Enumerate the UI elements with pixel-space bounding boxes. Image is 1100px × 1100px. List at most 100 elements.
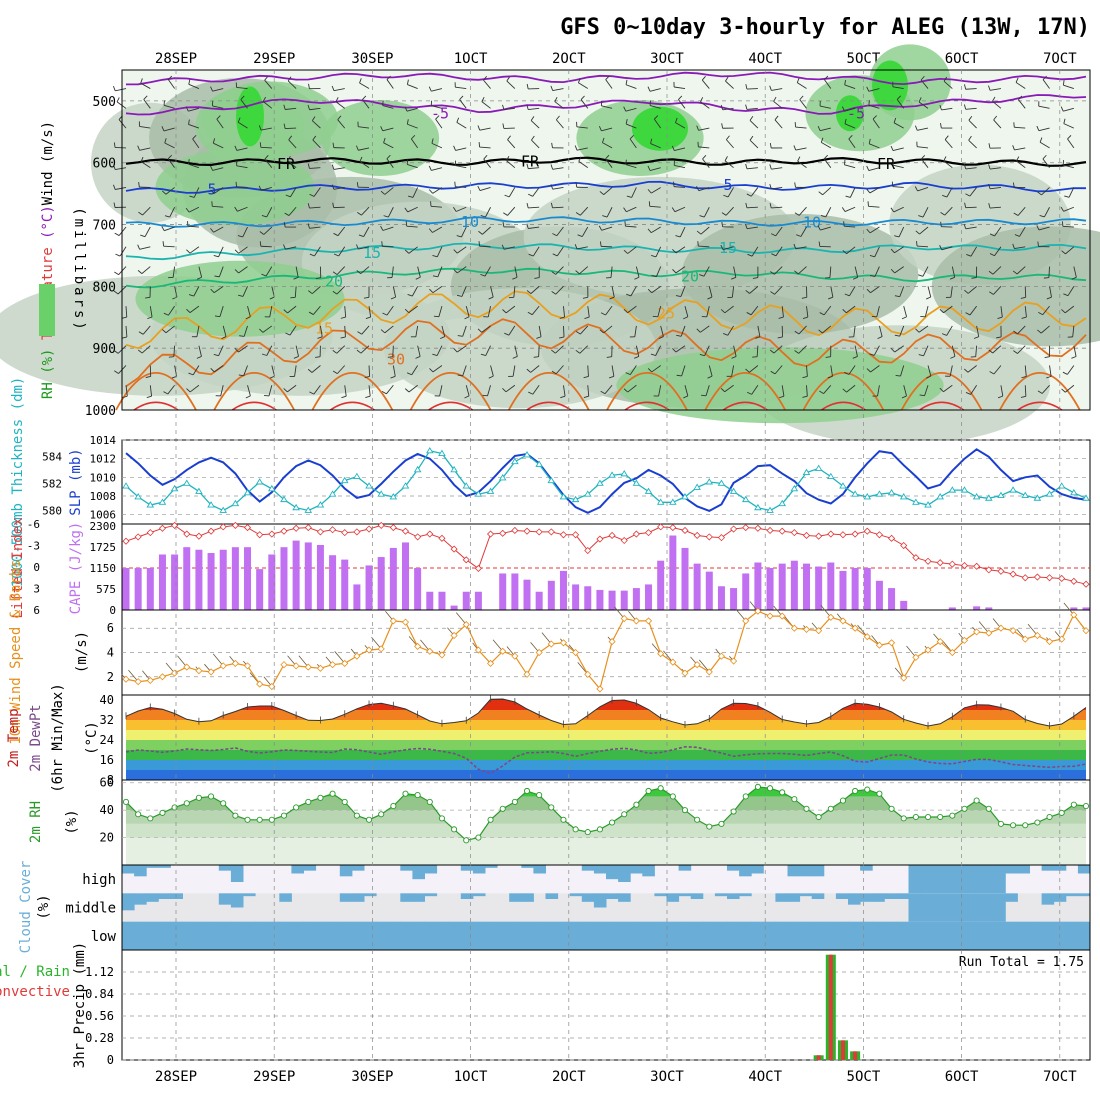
contour-label: 20 — [681, 267, 699, 285]
slp-frame — [121, 439, 1091, 525]
cloud-row-label: high — [82, 872, 116, 888]
wind-barb — [817, 225, 821, 231]
wind-barb — [675, 266, 686, 274]
wind-barb — [1024, 365, 1027, 377]
wind-barb — [943, 384, 953, 393]
wind-barb — [261, 214, 267, 218]
wind-barb — [1063, 206, 1075, 212]
wind-barb — [333, 167, 345, 170]
wind-barb — [1000, 385, 1004, 397]
wind-barb — [1024, 306, 1027, 318]
wind-barb — [700, 325, 710, 333]
wind-barb — [794, 270, 799, 275]
wind-barb — [1061, 388, 1066, 393]
wind-barb — [528, 253, 534, 257]
wind-barb — [965, 193, 971, 197]
lifted-index-point — [608, 531, 616, 540]
wind-barb — [829, 266, 832, 278]
wind-barb — [852, 356, 858, 359]
wind-barb — [238, 345, 248, 353]
cloud-cell — [569, 921, 583, 950]
wind-barb — [259, 241, 262, 247]
wind-barb — [623, 207, 627, 212]
wind-barb — [651, 275, 657, 278]
slp-tick-label: 1012 — [90, 453, 117, 466]
wind-barb — [464, 316, 470, 320]
cape-bar — [268, 554, 276, 610]
wind-speed-point — [985, 629, 993, 637]
wind-barb — [989, 167, 1001, 170]
wind-barb — [1042, 305, 1050, 316]
axis-label-part: Wind (m/s) — [40, 121, 56, 205]
lifted-index-point — [450, 545, 458, 553]
wind-barb — [361, 325, 370, 335]
wind-barb — [892, 186, 904, 188]
cape-bar — [316, 544, 324, 610]
wind-barb — [293, 276, 299, 280]
wind-barb — [872, 118, 880, 129]
isotherm-line — [508, 372, 590, 411]
wind-barb — [841, 207, 846, 212]
cloud-cell — [618, 865, 631, 882]
wind-barb — [890, 248, 895, 254]
cape-bar — [948, 607, 956, 610]
rh-point — [1034, 819, 1041, 826]
wind-barb — [918, 101, 929, 109]
wind-speed-point — [1021, 635, 1029, 643]
thickness-point — [705, 478, 714, 485]
lifted-index-point — [134, 533, 142, 541]
wind-barb — [455, 165, 467, 169]
precip-convective-bar — [840, 1040, 845, 1060]
wind-barb — [141, 266, 151, 274]
wind-barb — [822, 325, 832, 334]
wind-barb — [236, 186, 248, 188]
dewpoint-line — [125, 745, 1087, 775]
wind-barb — [161, 190, 167, 195]
wind-barb — [574, 145, 578, 151]
wind-barb — [512, 365, 516, 377]
wind-barb — [432, 353, 438, 357]
wind-barb — [390, 375, 396, 379]
wind-barb — [408, 305, 418, 314]
wind-barb — [647, 189, 652, 194]
wind-barb — [456, 122, 467, 129]
wind-barb — [1043, 277, 1049, 279]
wind-barb — [657, 306, 662, 317]
wind-barb — [580, 95, 585, 100]
wind-barb — [308, 290, 313, 295]
wind-barb — [238, 246, 248, 254]
cloud-cell — [848, 921, 861, 950]
wind-barb — [283, 309, 288, 314]
wind-barb — [1019, 226, 1026, 237]
wind-barb — [368, 365, 371, 377]
thickness-point — [790, 484, 799, 492]
thickness-point — [912, 498, 920, 505]
wind-barb — [731, 276, 737, 280]
wind-barb — [605, 79, 613, 89]
wind-barb — [240, 95, 245, 100]
wind-barb — [582, 296, 588, 299]
wind-speed-point — [523, 670, 531, 678]
top-date-label: 6OCT — [945, 51, 979, 67]
wind-barb — [917, 187, 929, 192]
wind-barb — [720, 104, 724, 110]
wind-barb — [927, 286, 932, 298]
contour-label: -5 — [847, 104, 865, 122]
wind-barb — [552, 206, 564, 209]
cape-bar — [572, 584, 580, 610]
wind-barb — [462, 365, 467, 377]
wind-barb — [700, 97, 704, 102]
wind-speed-point — [1070, 611, 1078, 619]
wind-barb — [623, 388, 629, 393]
lifted-index-point — [1070, 577, 1078, 585]
wind-barb — [283, 104, 286, 110]
wind-speed-point — [486, 659, 495, 667]
cloud-cell — [146, 865, 159, 868]
wind-barb — [1061, 250, 1066, 255]
wind-barb — [749, 135, 754, 141]
pressure-tick-label: 500 — [93, 95, 116, 110]
lifted-index-point — [948, 560, 956, 568]
wind-barb — [575, 331, 581, 335]
wind-barb — [1038, 311, 1043, 316]
temp-unit-label: (°C) — [84, 721, 100, 755]
